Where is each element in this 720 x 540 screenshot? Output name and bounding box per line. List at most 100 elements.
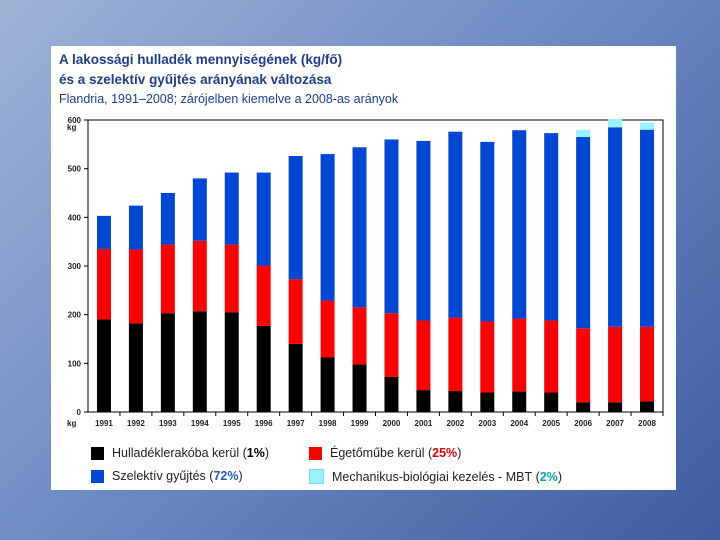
bar-1995-series-1 bbox=[224, 244, 239, 313]
bar-2000-series-2 bbox=[384, 139, 399, 314]
bar-2007-series-0 bbox=[608, 402, 623, 412]
x-tick-label-1992: 1992 bbox=[127, 419, 145, 428]
chart-panel: A lakossági hulladék mennyiségének (kg/f… bbox=[51, 46, 676, 490]
bar-2007-series-2 bbox=[608, 127, 623, 327]
bar-2004-series-0 bbox=[512, 391, 527, 412]
bar-2003-series-0 bbox=[480, 392, 495, 412]
legend-label-mbt: Mechanikus-biológiai kezelés - MBT bbox=[332, 469, 533, 484]
bar-2002-series-1 bbox=[448, 317, 463, 392]
x-tick-label-1999: 1999 bbox=[351, 419, 369, 428]
legend-swatch-mbt bbox=[309, 469, 324, 484]
bar-1993-series-1 bbox=[160, 244, 175, 314]
bar-1999-series-0 bbox=[352, 364, 367, 412]
bar-2000-series-0 bbox=[384, 376, 399, 412]
bar-2001-series-1 bbox=[416, 320, 431, 391]
bar-1994-series-1 bbox=[192, 240, 207, 312]
bar-1998-series-0 bbox=[320, 357, 335, 412]
bar-1994-series-0 bbox=[192, 311, 207, 412]
y-tick-label-0: 0 bbox=[77, 408, 82, 417]
bar-1994-series-2 bbox=[192, 178, 207, 241]
legend-pct-incineration: 25% bbox=[432, 446, 458, 460]
legend-swatch-landfill bbox=[91, 446, 104, 460]
bar-1999-series-2 bbox=[352, 147, 367, 308]
bar-2001-series-0 bbox=[416, 390, 431, 412]
bar-1995-series-0 bbox=[224, 312, 239, 412]
chart-title-line-2: és a szelektív gyűjtés arányának változá… bbox=[59, 72, 332, 87]
bar-1992-series-0 bbox=[128, 323, 143, 412]
plot-area bbox=[87, 119, 664, 413]
legend-pct-selective: 72% bbox=[213, 469, 239, 483]
x-tick-label-1993: 1993 bbox=[159, 419, 177, 428]
bar-1992-series-2 bbox=[128, 205, 143, 250]
bar-2002-series-0 bbox=[448, 391, 463, 412]
bar-2005-series-1 bbox=[544, 320, 559, 393]
bar-2006-series-1 bbox=[576, 328, 591, 403]
bar-2000-series-1 bbox=[384, 313, 399, 377]
bar-2001-series-2 bbox=[416, 140, 431, 321]
bar-1991-series-1 bbox=[96, 248, 111, 320]
bar-1998-series-1 bbox=[320, 300, 335, 358]
bar-1996-series-1 bbox=[256, 265, 271, 326]
bar-1997-series-2 bbox=[288, 156, 303, 280]
bar-2004-series-1 bbox=[512, 318, 527, 392]
legend-item-selective: Szelektív gyűjtés (72%) bbox=[91, 469, 243, 483]
y-unit-label-top: kg bbox=[67, 123, 76, 132]
legend-item-landfill: Hulladéklerakóba kerül (1%) bbox=[91, 446, 269, 460]
bar-2006-series-0 bbox=[576, 402, 591, 412]
y-unit-label-bottom: kg bbox=[67, 419, 76, 428]
legend-item-mbt: Mechanikus-biológiai kezelés - MBT (2%) bbox=[309, 469, 562, 484]
bar-1996-series-0 bbox=[256, 325, 271, 412]
bar-2006-series-2 bbox=[576, 137, 591, 329]
legend-label-incineration: Égetőműbe kerül bbox=[330, 446, 425, 460]
x-tick-label-2007: 2007 bbox=[606, 419, 624, 428]
y-tick-label-400: 400 bbox=[68, 213, 82, 222]
legend-swatch-selective bbox=[91, 469, 104, 483]
bar-2004-series-2 bbox=[512, 130, 527, 319]
legend-item-incineration: Égetőműbe kerül (25%) bbox=[309, 446, 461, 460]
bar-2003-series-2 bbox=[480, 141, 495, 322]
bar-2005-series-2 bbox=[544, 133, 559, 321]
bar-1991-series-0 bbox=[96, 319, 111, 412]
x-tick-label-1994: 1994 bbox=[191, 419, 209, 428]
x-tick-label-2000: 2000 bbox=[383, 419, 401, 428]
x-tick-label-2003: 2003 bbox=[478, 419, 496, 428]
bar-2005-series-0 bbox=[544, 392, 559, 412]
bar-1998-series-2 bbox=[320, 154, 335, 301]
bar-1991-series-2 bbox=[96, 215, 111, 249]
bar-1997-series-0 bbox=[288, 343, 303, 412]
x-tick-label-1996: 1996 bbox=[255, 419, 273, 428]
bar-1995-series-2 bbox=[224, 172, 239, 245]
y-tick-label-100: 100 bbox=[68, 359, 82, 368]
y-tick-label-200: 200 bbox=[68, 311, 82, 320]
bar-2007-series-3 bbox=[608, 119, 623, 128]
legend-swatch-incineration bbox=[309, 446, 322, 460]
bar-2008-series-2 bbox=[640, 129, 655, 327]
bar-2008-series-1 bbox=[640, 326, 655, 402]
x-tick-label-2002: 2002 bbox=[446, 419, 464, 428]
bar-1997-series-1 bbox=[288, 279, 303, 344]
legend-label-landfill: Hulladéklerakóba kerül bbox=[112, 446, 240, 460]
x-tick-label-2001: 2001 bbox=[415, 419, 433, 428]
y-tick-label-500: 500 bbox=[68, 165, 82, 174]
bar-2007-series-1 bbox=[608, 326, 623, 403]
bar-1999-series-1 bbox=[352, 307, 367, 365]
x-tick-label-2008: 2008 bbox=[638, 419, 656, 428]
bar-2006-series-3 bbox=[576, 129, 591, 138]
x-tick-label-2004: 2004 bbox=[510, 419, 528, 428]
x-tick-label-1997: 1997 bbox=[287, 419, 305, 428]
x-tick-label-1998: 1998 bbox=[319, 419, 337, 428]
bar-2003-series-1 bbox=[480, 321, 495, 393]
y-tick-label-300: 300 bbox=[68, 262, 82, 271]
bar-2002-series-2 bbox=[448, 131, 463, 318]
chart-title-line-1: A lakossági hulladék mennyiségének (kg/f… bbox=[59, 52, 343, 67]
bar-2008-series-0 bbox=[640, 401, 655, 412]
legend-pct-mbt: 2% bbox=[539, 469, 558, 484]
chart-subtitle: Flandria, 1991–2008; zárójelben kiemelve… bbox=[59, 92, 399, 106]
x-tick-label-1995: 1995 bbox=[223, 419, 241, 428]
x-tick-label-2006: 2006 bbox=[574, 419, 592, 428]
bar-1993-series-2 bbox=[160, 193, 175, 245]
legend-pct-landfill: 1% bbox=[246, 446, 265, 460]
bar-2008-series-3 bbox=[640, 122, 655, 130]
x-tick-label-1991: 1991 bbox=[95, 419, 113, 428]
bar-1992-series-1 bbox=[128, 249, 143, 324]
